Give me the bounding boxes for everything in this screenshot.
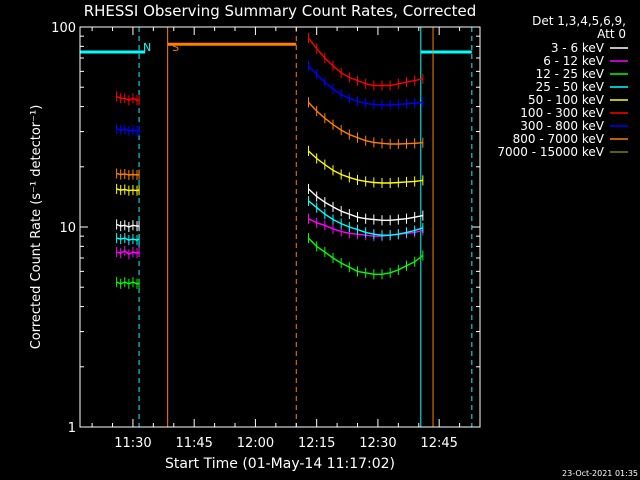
- y-axis-label: Corrected Count Rate (s⁻¹ detector⁻¹): [29, 105, 44, 350]
- y-axis: 1 10 100: [51, 21, 480, 436]
- legend-label-3: 25 - 50 keV: [536, 80, 605, 94]
- legend-label-1: 6 - 12 keV: [543, 54, 605, 68]
- chart-title: RHESSI Observing Summary Count Rates, Co…: [84, 2, 477, 20]
- x-tick-label-12:15: 12:15: [298, 436, 335, 451]
- legend-header-line-1: Det 1,3,4,5,6,9,: [532, 14, 626, 28]
- y-tick-label-10: 10: [59, 221, 76, 236]
- y-tick-label-100: 100: [51, 21, 76, 36]
- legend-label-2: 12 - 25 keV: [536, 67, 605, 81]
- legend-header-line-2: Att 0: [597, 27, 626, 41]
- x-tick-label-12:30: 12:30: [359, 436, 396, 451]
- legend-label-6: 300 - 800 keV: [520, 119, 604, 133]
- x-tick-label-12:45: 12:45: [420, 436, 457, 451]
- legend-label-0: 3 - 6 keV: [551, 41, 605, 55]
- annotation-S: S: [172, 41, 179, 54]
- legend-label-8: 7000 - 15000 keV: [497, 145, 604, 159]
- legend-label-7: 800 - 7000 keV: [513, 132, 605, 146]
- legend-label-4: 50 - 100 keV: [528, 93, 605, 107]
- legend-label-5: 100 - 300 keV: [520, 106, 604, 120]
- x-tick-label-11:45: 11:45: [175, 436, 212, 451]
- x-tick-label-11:30: 11:30: [114, 436, 151, 451]
- x-axis: 11:30 11:45 12:00 12:15 12:30 12:45: [91, 27, 481, 451]
- plot-timestamp: 23-Oct-2021 01:35: [562, 469, 638, 478]
- x-tick-label-12:00: 12:00: [237, 436, 274, 451]
- y-tick-label-1: 1: [68, 421, 76, 436]
- x-axis-label: Start Time (01-May-14 11:17:02): [165, 456, 395, 472]
- annotation-N: N: [143, 41, 151, 54]
